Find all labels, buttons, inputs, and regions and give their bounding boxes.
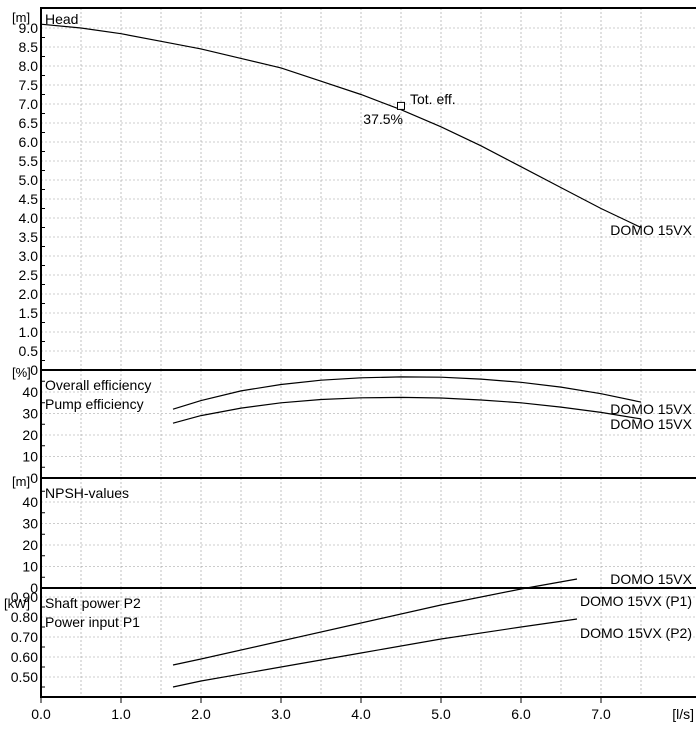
y-tick-label: 2.5 <box>19 267 39 283</box>
panel-2-frame <box>40 477 696 589</box>
series-line-1-1 <box>172 396 642 424</box>
annotation-label: Tot. eff. <box>410 91 456 107</box>
y-tick-label: 30 <box>22 516 38 532</box>
x-tick-label: 5.0 <box>431 706 451 722</box>
y-tick-label: 0 <box>30 470 38 486</box>
x-tick-label: 4.0 <box>351 706 371 722</box>
panel-3-grid <box>41 588 696 697</box>
y-tick-label: 4.5 <box>19 191 39 207</box>
y-tick-label: 0 <box>30 362 38 378</box>
y-tick-label: 6.0 <box>19 134 39 150</box>
series-label: DOMO 15VX <box>610 571 692 587</box>
y-tick-label: 2.0 <box>19 286 39 302</box>
series-line-3-1 <box>172 618 578 688</box>
annotation-value: 37.5% <box>363 111 403 127</box>
panel-2-grid <box>41 478 696 588</box>
y-tick-label: 40 <box>22 494 38 510</box>
series-line-0-0 <box>40 23 642 229</box>
series-label: DOMO 15VX <box>610 401 692 417</box>
legend-entry: Shaft power P2 <box>45 595 141 611</box>
y-tick-label: 0.5 <box>19 343 39 359</box>
y-tick-label: 7.5 <box>19 77 39 93</box>
y-tick-label: 10 <box>22 559 38 575</box>
x-tick-label: 2.0 <box>191 706 211 722</box>
panel-0-grid <box>41 8 696 370</box>
y-tick-label: 30 <box>22 406 38 422</box>
panel-1-grid <box>41 370 696 478</box>
y-tick-label: 0.90 <box>11 589 38 605</box>
y-tick-label: 4.0 <box>19 210 39 226</box>
y-tick-label: 8.0 <box>19 58 39 74</box>
series-label: DOMO 15VX (P1) <box>580 593 692 609</box>
panel-title: NPSH-values <box>45 485 129 501</box>
y-unit-label: [m] <box>12 474 30 489</box>
y-tick-label: 7.0 <box>19 96 39 112</box>
series-line-3-0 <box>172 578 578 666</box>
y-tick-label: 0.70 <box>11 629 38 645</box>
x-tick-label: 7.0 <box>591 706 611 722</box>
y-tick-label: 1.5 <box>19 305 39 321</box>
y-unit-label: [kW] <box>4 596 30 611</box>
y-tick-label: 40 <box>22 384 38 400</box>
y-tick-label: 0.80 <box>11 609 38 625</box>
series-label: DOMO 15VX (P2) <box>580 625 692 641</box>
y-tick-label: 1.0 <box>19 324 39 340</box>
panel-0-frame <box>40 7 696 371</box>
y-unit-label: [m] <box>12 10 30 25</box>
x-tick-label: 6.0 <box>511 706 531 722</box>
y-tick-label: 8.5 <box>19 39 39 55</box>
y-tick-label: 5.5 <box>19 153 39 169</box>
series-line-1-0 <box>172 376 642 410</box>
y-tick-label: 0.50 <box>11 669 38 685</box>
y-tick-label: 3.0 <box>19 248 39 264</box>
y-tick-label: 3.5 <box>19 229 39 245</box>
x-tick-label: 0.0 <box>31 706 51 722</box>
legend-entry: Overall efficiency <box>45 377 151 393</box>
series-label: DOMO 15VX <box>610 222 692 238</box>
y-tick-label: 20 <box>22 427 38 443</box>
efficiency-marker <box>397 101 405 110</box>
y-tick-label: 0.60 <box>11 649 38 665</box>
legend-entry: Power input P1 <box>45 614 140 630</box>
x-tick-label: 1.0 <box>111 706 131 722</box>
x-tick-label: 3.0 <box>271 706 291 722</box>
panel-3-frame <box>40 587 696 698</box>
y-tick-label: 6.5 <box>19 115 39 131</box>
y-tick-label: 20 <box>22 537 38 553</box>
y-unit-label: [%] <box>12 365 31 380</box>
y-tick-label: 5.0 <box>19 172 39 188</box>
series-label: DOMO 15VX <box>610 416 692 432</box>
panel-title: Head <box>45 11 78 27</box>
y-tick-label: 10 <box>22 449 38 465</box>
y-tick-label: 0 <box>30 580 38 596</box>
y-tick-label: 9.0 <box>19 20 39 36</box>
x-unit-label: [l/s] <box>672 706 694 722</box>
legend-entry: Pump efficiency <box>45 396 144 412</box>
